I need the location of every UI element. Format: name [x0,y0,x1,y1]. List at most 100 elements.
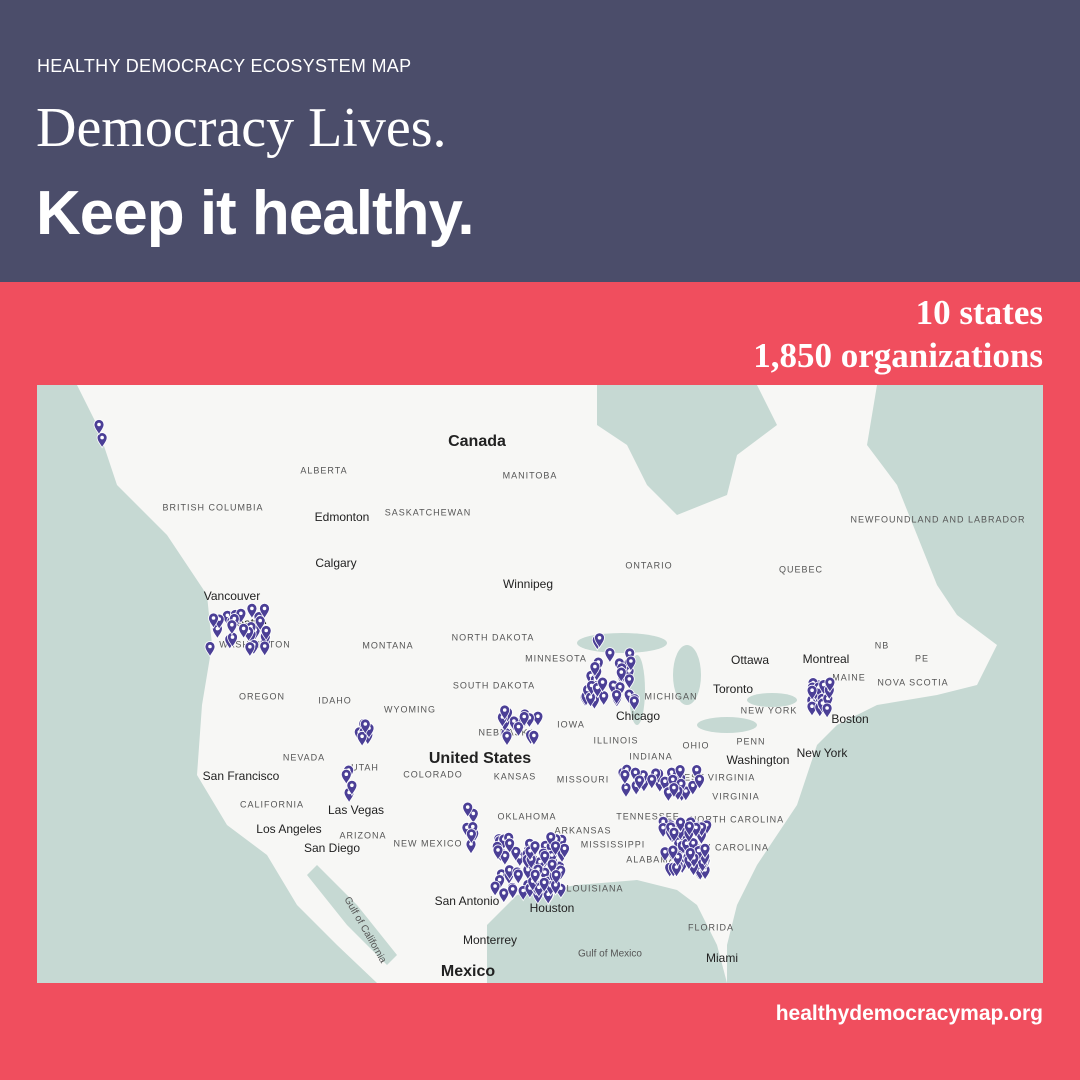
map-label: Miami [706,951,738,965]
map-label: SASKATCHEWAN [385,507,472,517]
map-label: SOUTH CAROLINA [675,842,769,852]
org-pin[interactable] [204,641,216,658]
org-pin[interactable] [806,684,818,702]
org-pin[interactable] [529,840,541,857]
org-pin[interactable] [667,844,679,861]
org-pin[interactable] [504,837,516,854]
org-pin[interactable] [659,775,671,793]
org-pin[interactable] [550,869,562,886]
org-pin[interactable] [559,842,570,860]
org-pin[interactable] [623,673,635,690]
org-pin[interactable] [501,730,513,747]
org-pin[interactable] [93,419,105,436]
org-pin[interactable] [615,666,627,683]
org-pin[interactable] [499,704,511,721]
org-pin[interactable] [589,661,601,678]
org-pin[interactable] [634,774,645,791]
map-label: Canada [448,433,506,450]
org-pin[interactable] [824,676,836,693]
org-pin[interactable] [518,711,530,728]
map[interactable]: Canada ALBERTA MANITOBA BRITISH COLUMBIA Edm… [37,385,1043,983]
map-label: San Antonio [435,894,500,908]
map-label: Toronto [713,682,753,696]
map-label: MISSOURI [557,774,610,784]
map-label: COLORADO [403,769,463,779]
org-pin[interactable] [594,632,605,649]
map-label: Mexico [441,963,495,980]
org-pin[interactable] [489,880,501,897]
org-pin[interactable] [550,840,561,857]
map-label: NOVA SCOTIA [877,677,948,687]
map-label: Gulf of Mexico [578,949,642,960]
map-label: ARIZONA [339,830,386,840]
org-pin[interactable] [259,603,270,620]
org-pin[interactable] [356,730,368,748]
map-label: OHIO [682,740,709,750]
map-label: LOUISIANA [566,883,623,893]
map-label: United States [429,750,531,767]
org-pin[interactable] [687,779,699,797]
org-pin[interactable] [646,773,658,790]
org-pin[interactable] [507,883,519,900]
map-label: UTAH [351,762,379,772]
org-pin[interactable] [598,690,610,707]
url[interactable]: healthydemocracymap.org [775,1002,1043,1025]
org-pin[interactable] [499,850,511,867]
org-pin[interactable] [619,769,631,786]
map-label: NORTH CAROLINA [690,814,784,824]
org-pin[interactable] [246,603,258,620]
org-pin[interactable] [528,730,540,747]
org-pin[interactable] [675,816,686,833]
org-pin[interactable] [513,721,524,738]
org-pin[interactable] [821,702,833,719]
map-label: NEWFOUNDLAND AND LABRADOR [850,514,1025,524]
org-pin[interactable] [359,718,371,735]
org-pin[interactable] [684,847,696,864]
org-pin[interactable] [668,782,680,799]
eyebrow: HEALTHY DEMOCRACY ECOSYSTEM MAP [37,56,412,76]
org-pin[interactable] [244,641,256,658]
map-label: ALABAMA [626,854,676,864]
org-pin[interactable] [498,887,510,904]
org-pin[interactable] [492,844,504,861]
org-pin[interactable] [674,764,686,781]
org-pin[interactable] [340,768,352,786]
map-label: INDIANA [629,751,673,761]
org-pin[interactable] [539,850,551,867]
org-pin[interactable] [510,845,522,863]
org-pin[interactable] [96,432,108,449]
map-label: Ottawa [731,653,769,667]
org-pin[interactable] [597,676,608,693]
org-pin[interactable] [628,695,640,712]
map-label: MINNESOTA [525,653,587,663]
org-pin[interactable] [694,773,705,790]
org-pin[interactable] [699,843,711,860]
org-pin[interactable] [462,801,474,818]
org-pin[interactable] [532,710,544,728]
org-pin[interactable] [668,826,680,844]
org-pin[interactable] [538,876,550,894]
org-pin[interactable] [683,820,695,837]
org-pin[interactable] [260,625,272,642]
org-pin[interactable] [346,779,358,797]
map-label: NEVADA [283,752,325,762]
org-pin[interactable] [529,868,541,886]
org-pin[interactable] [604,647,616,664]
map-label: MAINE [832,672,866,682]
org-pin[interactable] [659,846,671,863]
org-pin[interactable] [512,868,524,885]
org-pin[interactable] [806,700,818,718]
map-label: San Francisco [203,769,280,783]
org-pin[interactable] [226,619,238,636]
org-pin[interactable] [254,615,266,632]
org-pin[interactable] [208,612,219,629]
org-pin[interactable] [611,689,622,706]
map-label: NB [875,640,890,650]
map-label: QUEBEC [779,564,823,574]
map-label: OKLAHOMA [497,811,556,821]
org-pin[interactable] [625,655,637,672]
org-pin[interactable] [465,828,477,845]
map-label: PENN [736,736,765,746]
org-pin[interactable] [259,640,271,657]
org-pin[interactable] [238,623,250,640]
